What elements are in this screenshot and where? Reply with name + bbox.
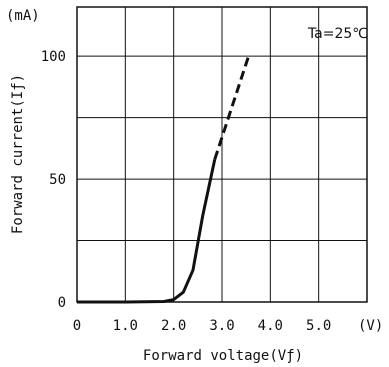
x-unit-label: (V): [358, 318, 383, 334]
y-tick-label: 50: [49, 172, 66, 188]
y-tick-labels: 0 50 100: [41, 49, 66, 311]
x-tick-label: 4.0: [258, 318, 283, 334]
y-unit-label: (mA): [6, 8, 40, 24]
grid: [77, 7, 367, 302]
curve-dashed-segment: [213, 55, 251, 160]
x-tick-label: 0: [73, 318, 81, 334]
temperature-annotation: Ta=25℃: [307, 26, 368, 42]
y-tick-label: 0: [58, 295, 66, 311]
y-tick-label: 100: [41, 49, 66, 65]
plot-frame: [76, 6, 368, 303]
y-axis-title: Forward current(Iƒ): [10, 74, 26, 234]
x-tick-label: 1.0: [113, 318, 138, 334]
curves: [77, 55, 251, 304]
x-tick-label: 3.0: [209, 318, 234, 334]
curve-solid-segment: [77, 159, 217, 304]
x-axis-title: Forward voltage(Vƒ): [143, 348, 303, 364]
x-tick-label: 5.0: [306, 318, 331, 334]
x-tick-label: 2.0: [161, 318, 186, 334]
x-tick-labels: 0 1.0 2.0 3.0 4.0 5.0: [73, 318, 332, 334]
